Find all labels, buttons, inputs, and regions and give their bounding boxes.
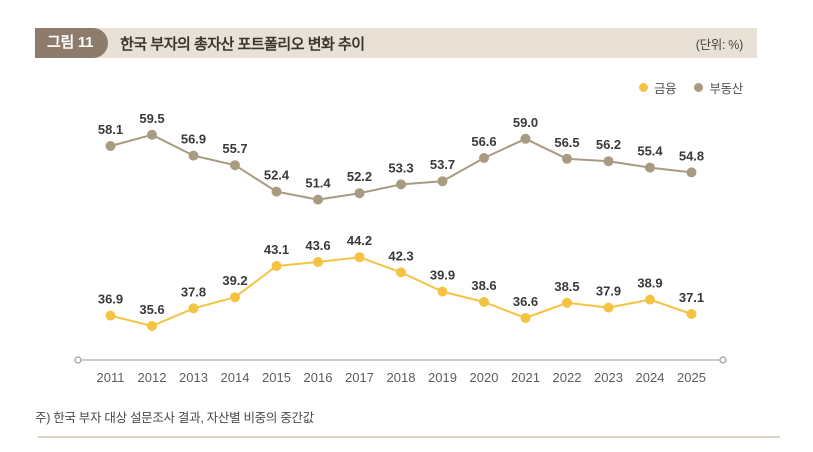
data-point-금융: [271, 261, 282, 271]
data-point-금융: [105, 310, 116, 321]
value-label: 43.6: [305, 238, 330, 253]
data-point-부동산: [520, 133, 531, 144]
legend-item-realestate: 부동산: [694, 78, 743, 97]
x-tick-label: 2012: [138, 370, 167, 385]
value-label: 36.6: [513, 294, 538, 309]
unit-label: (단위: %): [695, 37, 744, 52]
value-label: 56.9: [181, 132, 206, 147]
data-point-부동산: [147, 129, 157, 140]
value-label: 58.1: [98, 122, 123, 137]
x-tick-label: 2025: [677, 370, 706, 385]
data-point-금융: [520, 313, 531, 323]
value-label: 55.7: [222, 141, 247, 156]
value-label: 59.0: [513, 115, 538, 130]
x-tick-label: 2017: [345, 370, 374, 385]
value-label: 38.6: [471, 278, 496, 293]
value-label: 56.6: [471, 134, 496, 149]
x-tick-label: 2015: [262, 370, 291, 385]
legend-dot-realestate-icon: [694, 83, 704, 92]
data-point-금융: [603, 302, 614, 313]
value-label: 56.5: [554, 135, 579, 150]
data-point-부동산: [479, 153, 489, 163]
x-tick-label: 2014: [221, 370, 250, 385]
data-point-금융: [354, 252, 365, 263]
value-label: 59.5: [139, 111, 164, 126]
data-point-금융: [313, 257, 323, 267]
data-point-부동산: [188, 150, 199, 161]
data-point-부동산: [437, 176, 448, 187]
x-tick-label: 2018: [387, 370, 416, 385]
value-label: 37.9: [596, 284, 621, 299]
x-tick-label: 2016: [304, 370, 333, 385]
value-label: 52.4: [264, 168, 290, 183]
data-point-부동산: [396, 179, 406, 190]
value-label: 36.9: [98, 292, 123, 307]
value-label: 53.7: [430, 157, 455, 172]
value-label: 51.4: [305, 176, 331, 191]
value-label: 38.9: [637, 276, 662, 291]
data-point-부동산: [271, 186, 282, 197]
data-point-금융: [437, 286, 448, 297]
value-label: 52.2: [347, 169, 372, 184]
value-label: 44.2: [347, 233, 372, 248]
data-point-금융: [147, 321, 157, 331]
value-label: 42.3: [388, 248, 413, 263]
figure-header: 그림 11 한국 부자의 총자산 포트폴리오 변화 추이 (단위: %): [35, 28, 757, 58]
value-label: 39.9: [430, 268, 455, 283]
x-tick-label: 2019: [428, 370, 457, 385]
value-label: 38.5: [554, 279, 579, 294]
footnote: 주) 한국 부자 대상 설문조사 결과, 자산별 비중의 중간값: [35, 411, 314, 425]
value-label: 56.2: [596, 137, 621, 152]
data-point-금융: [188, 303, 199, 314]
x-tick-label: 2021: [511, 370, 540, 385]
x-tick-label: 2024: [636, 370, 665, 385]
data-point-부동산: [645, 162, 655, 173]
value-label: 39.2: [222, 273, 247, 288]
data-point-부동산: [603, 156, 614, 167]
figure-title: 한국 부자의 총자산 포트폴리오 변화 추이: [120, 35, 365, 53]
legend-label-financial: 금융: [653, 82, 677, 96]
data-point-부동산: [313, 194, 323, 205]
value-label: 55.4: [637, 144, 663, 159]
data-point-금융: [479, 297, 489, 307]
legend-label-realestate: 부동산: [709, 82, 743, 96]
data-point-금융: [230, 292, 240, 303]
data-point-금융: [686, 309, 697, 319]
value-label: 43.1: [264, 242, 289, 257]
x-tick-label: 2020: [470, 370, 499, 385]
legend-item-financial: 금융: [638, 78, 677, 97]
data-point-금융: [396, 267, 406, 278]
value-label: 54.8: [679, 148, 704, 163]
value-label: 35.6: [139, 302, 164, 317]
data-point-부동산: [230, 160, 240, 171]
x-tick-label: 2011: [97, 370, 125, 385]
legend-dot-financial-icon: [638, 83, 648, 92]
x-tick-label: 2023: [594, 370, 623, 385]
x-tick-label: 2013: [179, 370, 208, 385]
data-point-부동산: [105, 141, 116, 151]
chart-legend: 금융 부동산: [638, 78, 743, 97]
data-point-부동산: [562, 153, 572, 164]
data-point-부동산: [686, 167, 697, 178]
axis-end-circle-icon: [719, 356, 727, 364]
value-label: 37.1: [679, 290, 704, 305]
data-point-금융: [645, 294, 655, 305]
axis-start-circle-icon: [74, 356, 82, 364]
x-tick-label: 2022: [553, 370, 582, 385]
value-label: 37.8: [181, 284, 206, 299]
value-label: 53.3: [388, 160, 413, 175]
data-point-부동산: [354, 188, 365, 199]
data-point-금융: [562, 297, 572, 308]
bottom-divider: [38, 436, 780, 438]
figure-number-badge: 그림 11: [35, 28, 109, 58]
